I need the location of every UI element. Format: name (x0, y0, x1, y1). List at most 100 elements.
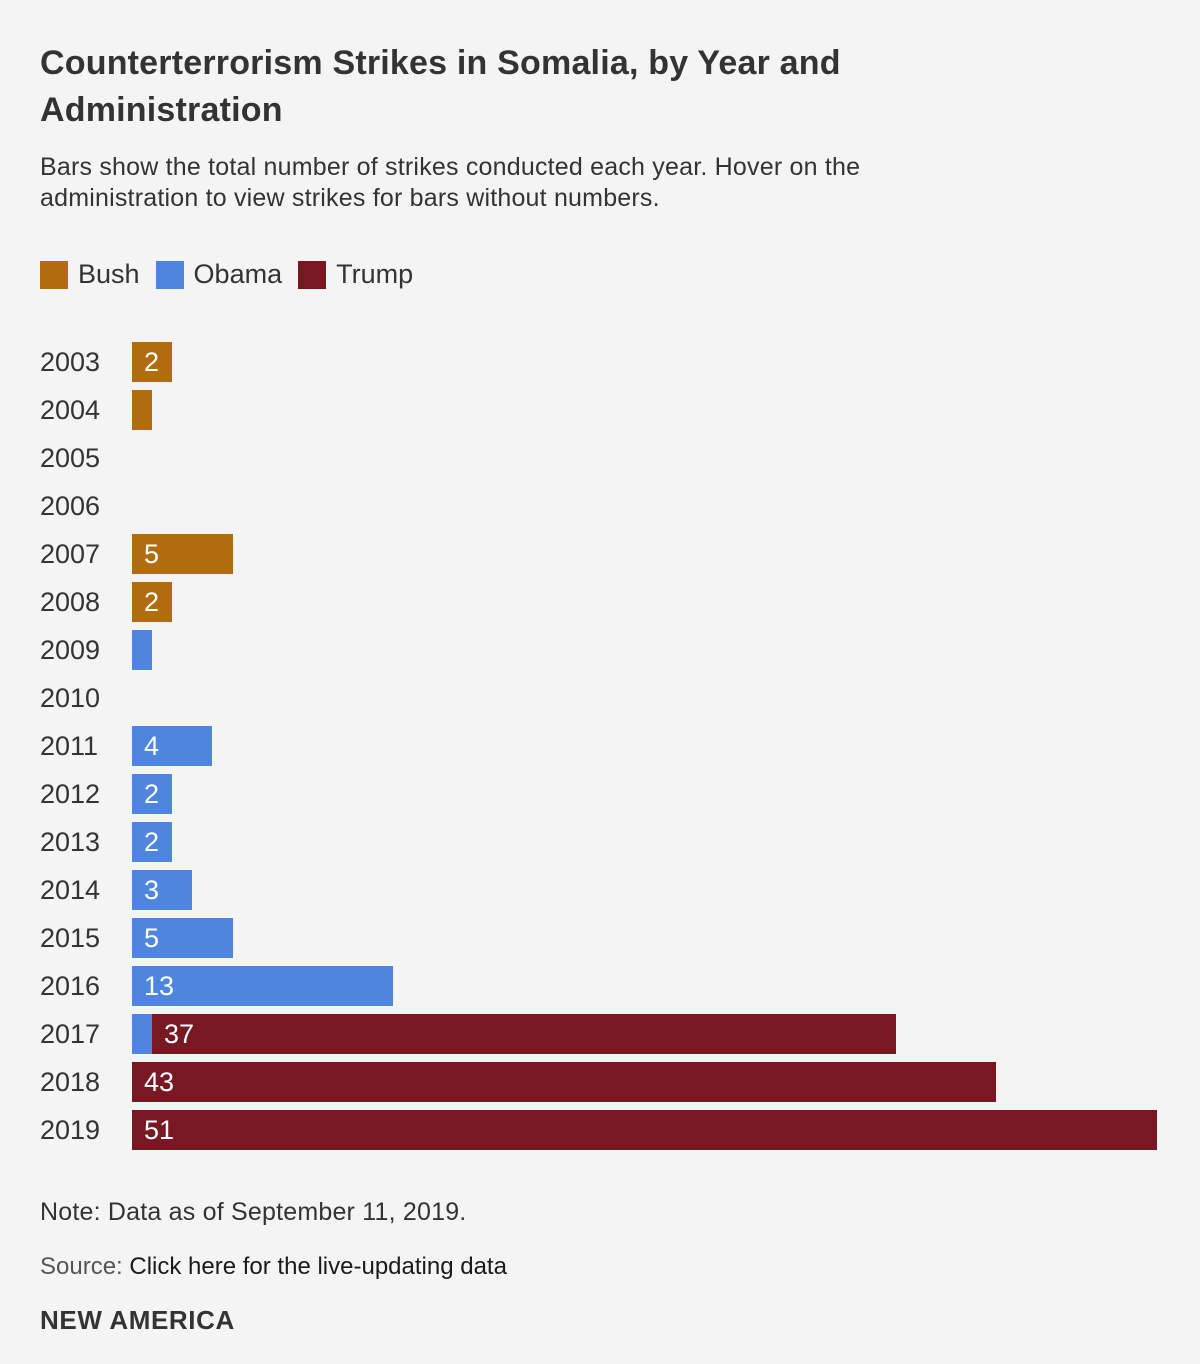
year-label-2010: 2010 (40, 683, 101, 713)
page-title-line-2: Administration (40, 91, 283, 129)
bar-track-2008: 2 (132, 582, 1160, 622)
bar-2013-obama[interactable]: 2 (132, 822, 172, 862)
bar-track-2005 (132, 438, 1160, 478)
bar-track-2018: 43 (132, 1062, 1160, 1102)
bar-track-2010 (132, 678, 1160, 718)
bar-track-2006 (132, 486, 1160, 526)
year-label-2015: 2015 (40, 923, 101, 953)
chart-row-2012: 2012 2 (40, 774, 1160, 814)
year-label-2019: 2019 (40, 1115, 101, 1145)
bar-track-2009 (132, 630, 1160, 670)
note-text: Note: Data as of September 11, 2019. (40, 1198, 467, 1226)
year-label-2017: 2017 (40, 1019, 101, 1049)
year-label-2008: 2008 (40, 587, 101, 617)
bar-track-2015: 5 (132, 918, 1160, 958)
bar-value-2015: 5 (144, 922, 160, 953)
source-link[interactable]: Click here for the live-updating data (129, 1253, 507, 1280)
bar-2003-bush[interactable]: 2 (132, 342, 172, 382)
year-label-2011: 2011 (40, 731, 99, 761)
bar-2016-obama[interactable]: 13 (132, 966, 393, 1006)
bar-track-2007: 5 (132, 534, 1160, 574)
bar-value-2008: 2 (144, 586, 160, 617)
obama-swatch-icon (155, 260, 184, 289)
year-label-2014: 2014 (40, 875, 101, 905)
trump-swatch-icon (298, 260, 327, 289)
bar-value-2012: 2 (144, 778, 160, 809)
legend-label-trump: Trump (336, 259, 414, 289)
page-title: Counterterrorism Strikes in Somalia, by … (40, 40, 1160, 134)
chart-row-2008: 2008 2 (40, 582, 1160, 622)
legend-item-trump[interactable]: Trump (298, 259, 413, 290)
legend-item-bush[interactable]: Bush (40, 259, 140, 290)
bar-value-2007: 5 (144, 538, 160, 569)
chart-row-2003: 2003 2 (40, 342, 1160, 382)
bar-value-2011: 4 (144, 730, 160, 761)
chart-row-2009: 2009 (40, 630, 1160, 670)
bar-track-2017: 37 (132, 1014, 1160, 1054)
chart-subtitle-line-1: Bars show the total number of strikes co… (40, 153, 861, 181)
legend-label-bush: Bush (78, 259, 140, 289)
bar-value-2017: 37 (164, 1018, 195, 1049)
legend-label-obama: Obama (193, 259, 283, 289)
legend-item-obama[interactable]: Obama (155, 259, 283, 290)
year-label-2007: 2007 (40, 539, 101, 569)
bar-track-2012: 2 (132, 774, 1160, 814)
bar-track-2004 (132, 390, 1160, 430)
bar-value-2014: 3 (144, 874, 160, 905)
chart-subtitle: Bars show the total number of strikes co… (40, 152, 1160, 214)
bar-track-2013: 2 (132, 822, 1160, 862)
bar-2004-bush[interactable] (132, 390, 152, 430)
chart-row-2018: 2018 43 (40, 1062, 1160, 1102)
bar-value-2013: 2 (144, 826, 160, 857)
year-label-2012: 2012 (40, 779, 101, 809)
bar-2011-obama[interactable]: 4 (132, 726, 212, 766)
chart-row-2013: 2013 2 (40, 822, 1160, 862)
bar-track-2016: 13 (132, 966, 1160, 1006)
bush-swatch-icon (40, 260, 68, 289)
chart-row-2010: 2010 (40, 678, 1160, 718)
page-title-line-1: Counterterrorism Strikes in Somalia, by … (40, 44, 841, 82)
bar-2019-trump[interactable]: 51 (132, 1110, 1157, 1150)
chart-row-2016: 2016 13 (40, 966, 1160, 1006)
chart-row-2005: 2005 (40, 438, 1160, 478)
bar-track-2003: 2 (132, 342, 1160, 382)
year-label-2005: 2005 (40, 443, 101, 473)
chart-row-2017: 2017 37 (40, 1014, 1160, 1054)
bar-2017-obama[interactable] (132, 1014, 152, 1054)
chart-row-2014: 2014 3 (40, 870, 1160, 910)
chart-row-2004: 2004 (40, 390, 1160, 430)
source-label: Source: (40, 1253, 123, 1280)
year-label-2009: 2009 (40, 635, 101, 665)
bar-2008-bush[interactable]: 2 (132, 582, 172, 622)
year-label-2013: 2013 (40, 827, 101, 857)
source-line: Source: Click here for the live-updating… (40, 1253, 1160, 1281)
bar-2015-obama[interactable]: 5 (132, 918, 233, 958)
bar-value-2016: 13 (144, 970, 175, 1001)
chart-row-2007: 2007 5 (40, 534, 1160, 574)
brand-logo: NEW AMERICA (40, 1305, 235, 1335)
chart-row-2011: 2011 4 (40, 726, 1160, 766)
chart-subtitle-line-2: administration to view strikes for bars … (40, 184, 660, 212)
bar-2007-bush[interactable]: 5 (132, 534, 233, 574)
bar-track-2014: 3 (132, 870, 1160, 910)
year-label-2018: 2018 (40, 1067, 101, 1097)
bar-2014-obama[interactable]: 3 (132, 870, 192, 910)
bar-2012-obama[interactable]: 2 (132, 774, 172, 814)
year-label-2003: 2003 (40, 347, 101, 377)
chart-row-2006: 2006 (40, 486, 1160, 526)
bar-2017-trump[interactable]: 37 (152, 1014, 896, 1054)
year-label-2004: 2004 (40, 395, 101, 425)
bar-value-2019: 51 (144, 1114, 175, 1145)
bar-2018-trump[interactable]: 43 (132, 1062, 996, 1102)
year-label-2006: 2006 (40, 491, 101, 521)
bar-track-2011: 4 (132, 726, 1160, 766)
chart-row-2019: 2019 51 (40, 1110, 1160, 1150)
legend: Bush Obama Trump (40, 259, 1160, 290)
bar-chart: 2003 2 2004 2005 2006 2007 5 2008 2 2009 2010 2011 4… (40, 342, 1160, 1150)
bar-2009-obama[interactable] (132, 630, 152, 670)
bar-track-2019: 51 (132, 1110, 1160, 1150)
chart-row-2015: 2015 5 (40, 918, 1160, 958)
year-label-2016: 2016 (40, 971, 101, 1001)
bar-value-2018: 43 (144, 1066, 175, 1097)
